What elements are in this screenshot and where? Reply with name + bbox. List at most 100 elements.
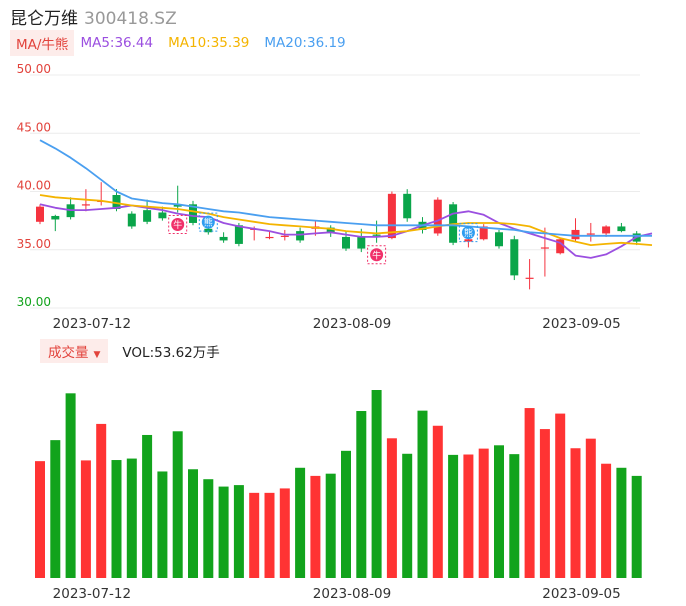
volume-value: VOL:53.62万手 bbox=[122, 345, 220, 361]
volume-bar[interactable] bbox=[325, 473, 336, 578]
volume-bar[interactable] bbox=[249, 492, 260, 578]
bear-marker-icon[interactable] bbox=[201, 215, 215, 229]
candle[interactable] bbox=[127, 213, 136, 227]
candle[interactable] bbox=[387, 193, 396, 239]
volume-bar[interactable] bbox=[50, 440, 61, 578]
ma20-line bbox=[39, 139, 652, 237]
volume-bar[interactable] bbox=[448, 454, 459, 578]
candle[interactable] bbox=[479, 226, 488, 240]
volume-bar[interactable] bbox=[570, 448, 581, 578]
candle[interactable] bbox=[143, 210, 152, 222]
candle[interactable] bbox=[326, 227, 335, 233]
volume-bar[interactable] bbox=[142, 434, 153, 578]
candle[interactable] bbox=[571, 229, 580, 240]
volume-bar[interactable] bbox=[279, 488, 290, 578]
candle[interactable] bbox=[464, 239, 473, 242]
volume-bar[interactable] bbox=[478, 448, 489, 578]
volume-bar[interactable] bbox=[80, 460, 91, 578]
bear-marker-frame bbox=[458, 223, 478, 243]
candle[interactable] bbox=[265, 236, 274, 239]
volume-bar[interactable] bbox=[172, 431, 183, 578]
candle[interactable] bbox=[556, 239, 565, 254]
bull-marker-frame bbox=[367, 245, 387, 265]
ma20-legend-label: MA20:36.19 bbox=[264, 35, 346, 51]
candle[interactable] bbox=[540, 247, 549, 249]
x-tick-label: 2023-09-05 bbox=[542, 316, 620, 332]
candle[interactable] bbox=[296, 231, 305, 241]
volume-bar[interactable] bbox=[463, 454, 474, 578]
candle[interactable] bbox=[189, 204, 197, 223]
volume-bar[interactable] bbox=[601, 463, 612, 578]
volume-bar[interactable] bbox=[233, 485, 244, 578]
volume-bar[interactable] bbox=[539, 429, 550, 578]
volume-bar[interactable] bbox=[585, 438, 596, 578]
candle[interactable] bbox=[617, 226, 626, 232]
candle[interactable] bbox=[495, 232, 503, 247]
volume-bar[interactable] bbox=[126, 458, 137, 578]
indicator-dropdown-label: 成交量 bbox=[48, 345, 89, 361]
candle[interactable] bbox=[403, 193, 412, 219]
volume-bar[interactable] bbox=[356, 411, 367, 578]
x-tick-label: 2023-07-12 bbox=[53, 316, 131, 332]
bull-marker-icon[interactable] bbox=[171, 217, 185, 231]
candle[interactable] bbox=[158, 212, 167, 219]
volume-bar[interactable] bbox=[203, 479, 214, 578]
volume-bar[interactable] bbox=[218, 486, 229, 578]
candle[interactable] bbox=[433, 199, 442, 234]
y-tick-label: 35.00 bbox=[17, 237, 51, 251]
bull-marker-frame bbox=[168, 214, 188, 234]
candle[interactable] bbox=[204, 228, 213, 233]
candle[interactable] bbox=[51, 215, 60, 220]
volume-bar[interactable] bbox=[188, 469, 198, 578]
ma-legend: MA/牛熊 MA5:36.44 MA10:35.39 MA20:36.19 bbox=[10, 30, 361, 56]
stock-title: 昆仑万维 300418.SZ bbox=[10, 4, 177, 29]
y-tick-label: 50.00 bbox=[17, 62, 51, 76]
volume-bar[interactable] bbox=[310, 475, 321, 578]
candle[interactable] bbox=[173, 204, 182, 207]
candle[interactable] bbox=[372, 234, 381, 236]
volume-bar[interactable] bbox=[157, 471, 168, 578]
candle[interactable] bbox=[602, 226, 611, 234]
candle[interactable] bbox=[280, 235, 289, 237]
bull-marker-label: 牛 bbox=[372, 249, 381, 261]
volume-bar[interactable] bbox=[111, 460, 122, 578]
x-tick-label: 2023-08-09 bbox=[313, 586, 391, 602]
candle[interactable] bbox=[234, 225, 243, 244]
candle[interactable] bbox=[510, 239, 519, 276]
volume-bar[interactable] bbox=[35, 461, 45, 578]
candle[interactable] bbox=[342, 236, 350, 249]
candle[interactable] bbox=[357, 236, 366, 249]
indicator-dropdown[interactable]: 成交量 ▼ bbox=[40, 339, 109, 363]
ma-bullbear-toggle[interactable]: MA/牛熊 bbox=[10, 30, 75, 56]
volume-legend: 成交量 ▼ VOL:53.62万手 bbox=[40, 339, 220, 363]
stock-name: 昆仑万维 bbox=[10, 9, 78, 29]
candle[interactable] bbox=[219, 236, 228, 241]
volume-bar[interactable] bbox=[631, 475, 642, 578]
volume-bar[interactable] bbox=[524, 408, 535, 578]
candle[interactable] bbox=[586, 233, 595, 235]
candle[interactable] bbox=[36, 206, 44, 222]
candle[interactable] bbox=[112, 194, 121, 209]
volume-bar[interactable] bbox=[402, 453, 413, 578]
volume-bar[interactable] bbox=[386, 438, 397, 578]
volume-bar[interactable] bbox=[371, 390, 382, 578]
volume-bar[interactable] bbox=[432, 425, 443, 578]
ma10-legend-label: MA10:35.39 bbox=[168, 35, 250, 51]
volume-bar[interactable] bbox=[417, 410, 428, 578]
volume-bar[interactable] bbox=[616, 467, 627, 578]
volume-bar[interactable] bbox=[494, 445, 504, 578]
x-tick-label: 2023-07-12 bbox=[53, 586, 131, 602]
candle[interactable] bbox=[525, 277, 534, 279]
volume-bar[interactable] bbox=[295, 467, 306, 578]
bull-marker-icon[interactable] bbox=[370, 248, 384, 262]
volume-bar[interactable] bbox=[341, 450, 351, 578]
volume-bar[interactable] bbox=[264, 492, 275, 578]
bear-marker-icon[interactable] bbox=[461, 226, 475, 240]
volume-bar[interactable] bbox=[96, 423, 107, 578]
volume-bar[interactable] bbox=[65, 393, 76, 578]
volume-bar[interactable] bbox=[555, 413, 566, 578]
volume-bar[interactable] bbox=[509, 454, 520, 578]
bear-marker-label: 熊 bbox=[204, 217, 213, 229]
candle[interactable] bbox=[81, 204, 90, 206]
